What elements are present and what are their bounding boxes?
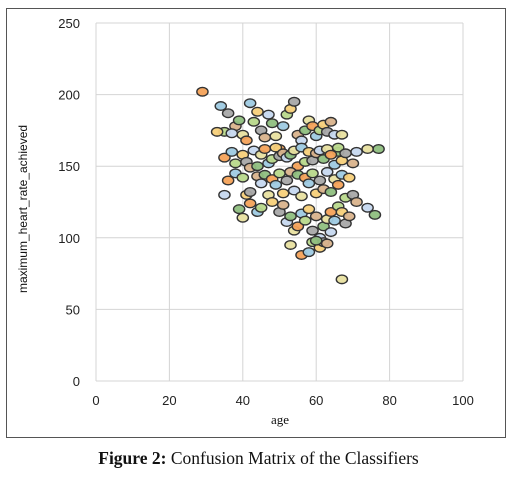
data-point <box>302 204 316 215</box>
data-point <box>309 211 323 222</box>
data-point <box>309 235 323 246</box>
caption-label: Figure 2: <box>98 448 167 468</box>
data-point <box>251 106 264 117</box>
y-tick-label: 0 <box>73 374 80 389</box>
data-point <box>243 186 257 197</box>
x-axis-label: age <box>271 412 289 427</box>
data-point <box>262 109 275 120</box>
data-point <box>302 178 316 189</box>
data-point <box>210 126 224 137</box>
data-point <box>240 135 253 146</box>
data-point <box>324 186 338 197</box>
data-point <box>324 227 338 238</box>
data-point <box>196 86 209 97</box>
data-point <box>331 179 345 190</box>
data-point <box>328 215 341 226</box>
x-tick-label: 20 <box>162 393 176 408</box>
data-point <box>218 189 231 200</box>
y-tick-label: 150 <box>58 159 80 174</box>
x-tick-label: 80 <box>382 393 396 408</box>
data-point <box>306 168 319 179</box>
data-point <box>335 129 349 140</box>
data-point <box>320 166 334 177</box>
data-point <box>284 211 297 222</box>
data-point <box>361 202 374 213</box>
data-point <box>254 178 268 189</box>
y-axis-label: maximum_heart_rate_achieved <box>16 125 30 293</box>
data-point <box>350 196 363 207</box>
data-point <box>258 132 272 143</box>
data-point <box>302 247 316 258</box>
data-point <box>287 96 301 107</box>
figure-caption: Figure 2: Confusion Matrix of the Classi… <box>0 448 517 469</box>
data-point <box>232 204 246 215</box>
data-point <box>225 146 239 157</box>
data-point <box>221 108 235 119</box>
data-point <box>320 238 334 249</box>
data-point <box>346 158 360 169</box>
data-point <box>339 148 352 159</box>
scatter-chart: 0 20 40 60 80 100 0 50 100 150 200 250 age maximum… <box>16 16 474 427</box>
data-point <box>247 116 261 127</box>
data-point <box>251 161 264 172</box>
x-tick-label: 60 <box>309 393 323 408</box>
data-point <box>276 121 290 132</box>
data-point <box>295 191 308 202</box>
data-point <box>291 221 305 232</box>
data-point <box>236 172 250 183</box>
data-point <box>258 144 272 155</box>
data-point <box>287 185 301 196</box>
data-point <box>269 131 283 142</box>
data-point <box>335 274 349 285</box>
data-point <box>254 202 268 213</box>
data-point <box>236 212 250 223</box>
caption-text: Confusion Matrix of the Classifiers <box>170 448 419 468</box>
data-point <box>350 146 363 157</box>
data-point <box>225 128 239 139</box>
y-tick-label: 250 <box>58 16 80 31</box>
data-point <box>276 199 290 210</box>
data-point <box>265 118 279 129</box>
data-point <box>218 152 231 163</box>
x-tick-labels: 0 20 40 60 80 100 <box>92 393 473 408</box>
data-point <box>221 175 235 186</box>
grid-lines <box>95 22 464 382</box>
data-point <box>306 225 319 236</box>
data-point <box>324 149 338 160</box>
x-tick-label: 0 <box>92 393 99 408</box>
data-point <box>280 175 294 186</box>
data-point <box>276 188 290 199</box>
data-point <box>243 198 257 209</box>
y-tick-label: 50 <box>66 302 80 317</box>
data-point <box>368 209 382 220</box>
data-point <box>229 158 242 169</box>
y-tick-labels: 0 50 100 150 200 250 <box>58 16 80 389</box>
data-point <box>342 172 356 183</box>
data-point <box>214 101 228 112</box>
data-point <box>372 144 385 155</box>
data-point <box>269 179 283 190</box>
data-point <box>324 116 338 127</box>
data-point <box>361 144 374 155</box>
data-point <box>298 215 312 226</box>
x-tick-label: 40 <box>236 393 250 408</box>
x-tick-label: 100 <box>452 393 474 408</box>
y-tick-label: 100 <box>58 231 80 246</box>
data-point <box>342 211 356 222</box>
data-point <box>313 175 327 186</box>
data-point <box>232 115 246 126</box>
data-point <box>265 196 279 207</box>
data-point <box>331 142 345 153</box>
y-tick-label: 200 <box>58 88 80 103</box>
data-point <box>284 239 297 250</box>
chart-frame: 0 20 40 60 80 100 0 50 100 150 200 250 age maximum… <box>6 8 506 438</box>
data-point <box>269 142 283 153</box>
data-points <box>196 86 385 285</box>
data-point <box>243 98 257 109</box>
